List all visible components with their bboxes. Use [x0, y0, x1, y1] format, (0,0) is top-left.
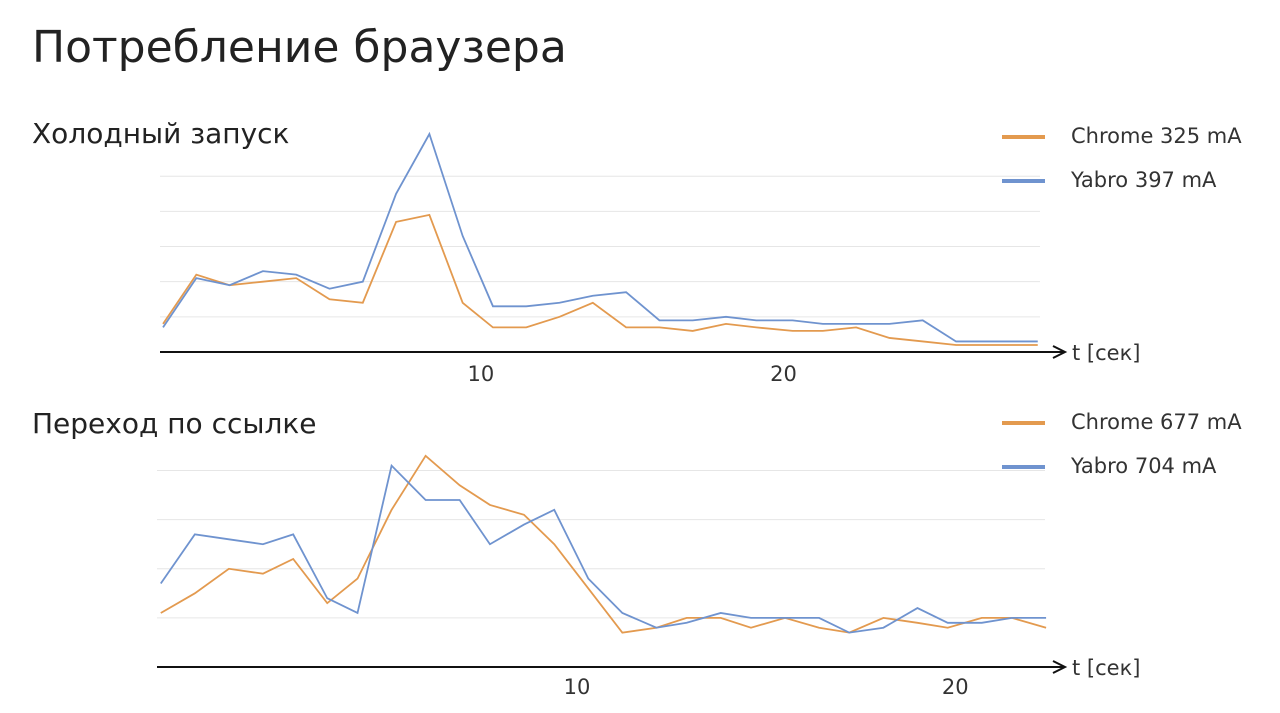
x-tick-label: 20	[770, 362, 797, 386]
legend-label: Yabro 397 mA	[1070, 168, 1217, 192]
series-line	[160, 463, 1047, 634]
legend-label: Chrome 677 mA	[1071, 410, 1242, 434]
chart-title: Переход по ссылке	[32, 407, 317, 440]
axis-arrow	[1052, 345, 1068, 359]
series-line	[162, 131, 1038, 343]
x-axis-label: t [сек]	[1072, 341, 1140, 365]
axis-arrow	[1052, 660, 1068, 674]
legend-label: Chrome 325 mA	[1071, 124, 1242, 148]
x-tick-label: 10	[564, 675, 591, 699]
series-line	[160, 454, 1047, 634]
chart-title: Холодный запуск	[32, 117, 289, 150]
x-tick-label: 10	[467, 362, 494, 386]
series-line	[162, 213, 1038, 346]
slide-title: Потребление браузера	[32, 22, 567, 73]
legend-label: Yabro 704 mA	[1070, 454, 1217, 478]
x-axis-label: t [сек]	[1072, 656, 1140, 680]
x-tick-label: 20	[942, 675, 969, 699]
